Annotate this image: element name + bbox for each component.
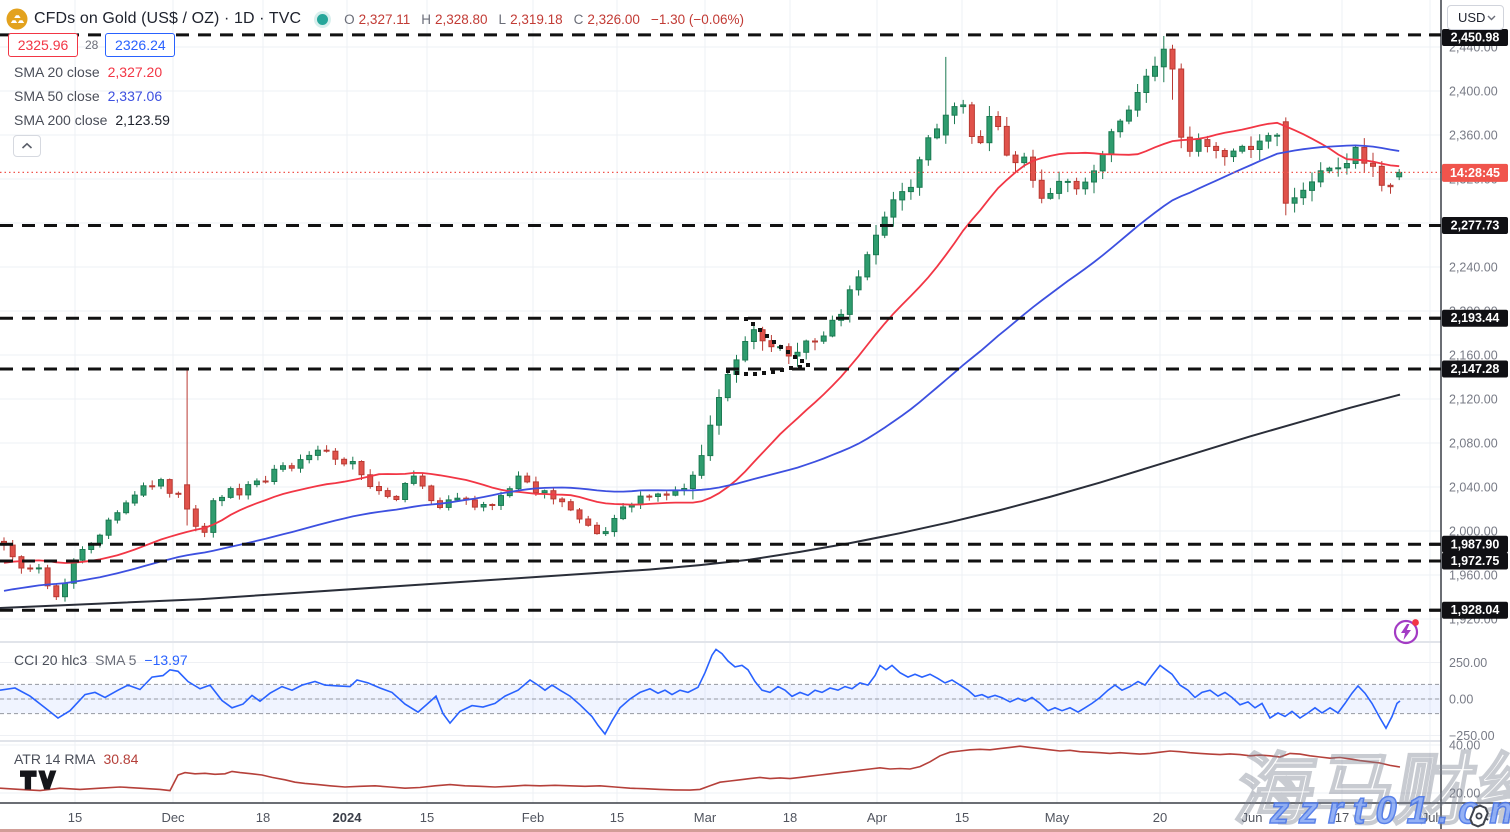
cci-line	[0, 648, 1401, 736]
cci-sma-label: SMA 5	[95, 652, 137, 668]
chevron-up-icon	[21, 142, 33, 149]
legend-sma50[interactable]: SMA 50 close 2,337.06	[14, 88, 162, 104]
price-tick: 2,040.00	[1449, 481, 1498, 495]
svg-text:2,450.98: 2,450.98	[1451, 31, 1500, 45]
svg-text:1,972.75: 1,972.75	[1451, 554, 1500, 568]
time-tick: Apr	[867, 810, 888, 825]
sma20-label: SMA 20 close	[14, 64, 100, 80]
cci-label: CCI 20 hlc3	[14, 652, 88, 668]
collapse-legend-button[interactable]	[13, 135, 41, 157]
legend-atr[interactable]: ATR 14 RMA 30.84	[14, 751, 138, 767]
currency-label: USD	[1458, 10, 1486, 25]
legend-sma200[interactable]: SMA 200 close 2,123.59	[14, 112, 170, 128]
time-tick: 15	[68, 810, 82, 825]
atr-label: ATR 14 RMA	[14, 751, 96, 767]
level-badge	[1442, 601, 1508, 619]
level-badge	[1442, 552, 1508, 570]
ohlc-readout: O 2,327.11 H 2,328.80 L 2,319.18 C 2,326.00 …	[344, 11, 745, 27]
quote-row: 2325.96 28 2326.24	[8, 33, 176, 57]
lightning-icon[interactable]	[1392, 616, 1422, 646]
sma20-line	[3, 121, 1400, 564]
level-badge	[1442, 535, 1508, 553]
time-tick: 15	[955, 810, 969, 825]
open-value: 2,327.11	[358, 11, 411, 27]
bottom-strip	[0, 829, 1510, 832]
high-value: 2,328.80	[434, 11, 488, 27]
svg-text:2,193.44: 2,193.44	[1451, 311, 1500, 325]
price-tick: 2,360.00	[1449, 129, 1498, 143]
price-tick: 2,160.00	[1449, 349, 1498, 363]
time-tick: May	[1045, 810, 1070, 825]
time-tick: Mar	[694, 810, 717, 825]
time-axis[interactable]	[0, 803, 1510, 832]
sma200-line	[0, 393, 1401, 609]
svg-text:1,987.90: 1,987.90	[1451, 537, 1500, 551]
svg-text:2,147.28: 2,147.28	[1451, 362, 1500, 376]
atr-value: 30.84	[103, 751, 139, 767]
sma20-value: 2,327.20	[107, 64, 163, 80]
price-axis[interactable]	[1441, 0, 1510, 832]
low-value: 2,319.18	[510, 11, 563, 27]
legend-sma20[interactable]: SMA 20 close 2,327.20	[14, 64, 162, 80]
sma200-value: 2,123.59	[115, 112, 170, 128]
time-tick: Jun	[1242, 810, 1263, 825]
legend-cci[interactable]: CCI 20 hlc3 SMA 5 −13.97	[14, 652, 188, 668]
time-tick: 20	[1153, 810, 1167, 825]
sma50-line	[3, 144, 1400, 592]
cci-value: −13.97	[144, 652, 188, 668]
svg-text:2,277.73: 2,277.73	[1451, 219, 1500, 233]
tradingview-logo-icon[interactable]	[20, 768, 58, 792]
sma50-label: SMA 50 close	[14, 88, 100, 104]
price-tick: 2,240.00	[1449, 261, 1498, 275]
buy-button[interactable]: 2326.24	[105, 33, 176, 57]
currency-selector[interactable]: USD	[1447, 5, 1504, 30]
gold-coin-icon	[6, 8, 28, 30]
symbol-header: CFDs on Gold (US$ / OZ) · 1D · TVC O 2,32…	[6, 6, 751, 32]
countdown-badge	[1442, 163, 1508, 182]
chevron-down-icon	[1487, 15, 1496, 20]
symbol-title[interactable]: CFDs on Gold (US$ / OZ) · 1D · TVC	[34, 10, 302, 27]
price-tick: 1,960.00	[1449, 569, 1498, 583]
cci-tick: 250.00	[1449, 656, 1487, 670]
spread-value: 28	[85, 38, 99, 52]
atr-tick: 40.00	[1449, 739, 1480, 753]
level-badge	[1442, 360, 1508, 378]
time-tick: 18	[256, 810, 270, 825]
atr-line	[0, 745, 1401, 792]
atr-tick: 20.00	[1449, 787, 1480, 801]
change-value: −1.30 (−0.06%)	[650, 11, 745, 27]
level-badge	[1442, 217, 1508, 234]
time-tick: 15	[420, 810, 434, 825]
cci-tick: 0.00	[1449, 693, 1473, 707]
svg-text:1,928.04: 1,928.04	[1451, 603, 1500, 617]
price-tick: 2,080.00	[1449, 437, 1498, 451]
sma200-label: SMA 200 close	[14, 112, 108, 128]
level-badge	[1442, 309, 1508, 327]
price-tick: 2,000.00	[1449, 525, 1498, 539]
time-tick: Feb	[522, 810, 544, 825]
close-value: 2,326.00	[587, 11, 640, 27]
sell-button[interactable]: 2325.96	[8, 33, 78, 57]
time-tick: 2024	[333, 810, 363, 825]
market-status-icon[interactable]	[317, 13, 329, 25]
price-tick: 2,400.00	[1449, 85, 1498, 99]
time-tick: 18	[783, 810, 797, 825]
svg-text:14:28:45: 14:28:45	[1450, 166, 1500, 180]
time-tick: Dec	[161, 810, 185, 825]
price-tick: 2,120.00	[1449, 393, 1498, 407]
gear-icon[interactable]	[1466, 803, 1492, 829]
level-badge	[1442, 29, 1508, 46]
time-tick: 15	[610, 810, 624, 825]
candlestick-series	[1, 36, 1403, 602]
time-tick: Jul	[1422, 810, 1439, 825]
sma50-value: 2,337.06	[107, 88, 163, 104]
cci-tick: −250.00	[1449, 729, 1495, 743]
time-tick: 17	[1335, 810, 1349, 825]
